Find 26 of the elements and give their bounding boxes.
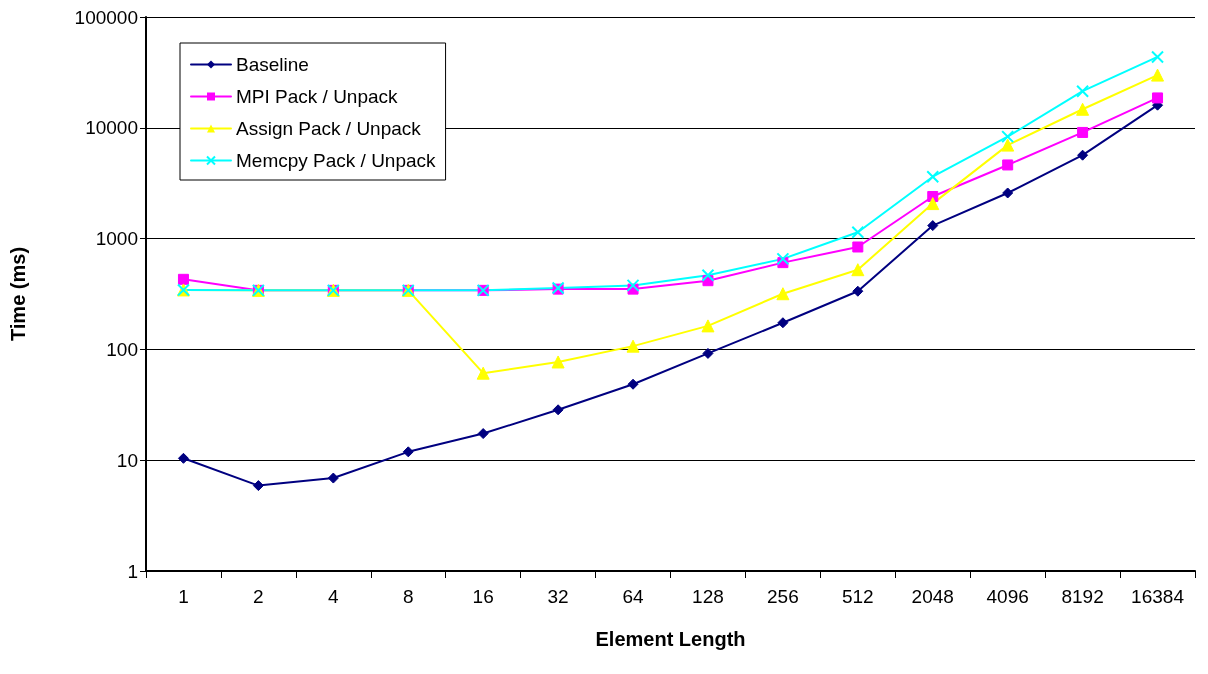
x-tick-label: 8192 xyxy=(1061,586,1104,607)
x-tick-label: 4096 xyxy=(986,586,1029,607)
x-tick-label: 2048 xyxy=(911,586,954,607)
y-tick-label: 1 xyxy=(127,560,138,582)
x-tick-label: 256 xyxy=(767,586,799,607)
y-tick-label: 100000 xyxy=(74,6,138,28)
x-tick-label: 128 xyxy=(692,586,724,607)
legend-label: Baseline xyxy=(236,54,309,75)
y-tick-label: 10 xyxy=(116,449,138,471)
legend-label: MPI Pack / Unpack xyxy=(236,86,399,107)
x-tick-label: 32 xyxy=(547,586,569,607)
y-tick-label: 1000 xyxy=(95,228,138,250)
y-axis-title: Time (ms) xyxy=(7,246,29,342)
x-tick-label: 16384 xyxy=(1131,586,1185,607)
x-tick-label: 4 xyxy=(328,586,340,607)
x-tick-label: 16 xyxy=(472,586,494,607)
y-tick-label: 100 xyxy=(106,338,138,360)
legend-label: Memcpy Pack / Unpack xyxy=(236,150,437,171)
y-tick-label: 10000 xyxy=(85,117,138,139)
x-tick-label: 1 xyxy=(178,586,189,607)
x-axis-title: Element Length xyxy=(595,628,746,650)
x-tick-label: 64 xyxy=(622,586,645,607)
x-tick-label: 2 xyxy=(253,586,264,607)
x-tick-label: 512 xyxy=(841,586,874,607)
legend-label: Assign Pack / Unpack xyxy=(236,118,422,139)
x-tick-label: 8 xyxy=(402,586,414,607)
